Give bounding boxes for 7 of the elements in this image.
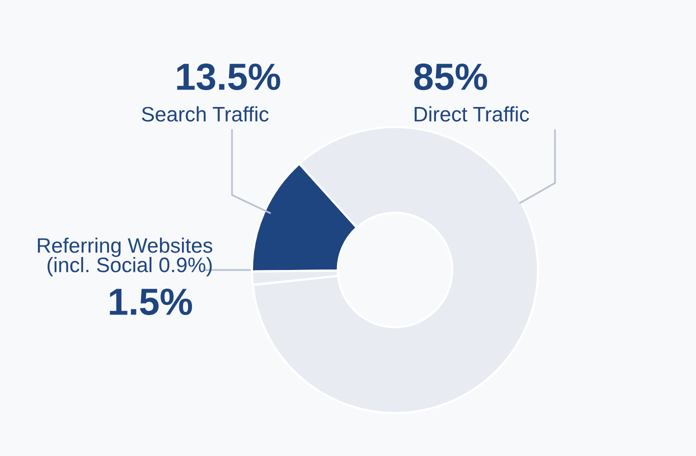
- slice-label: Referring Websites (incl. Social 0.9%): [38, 238, 212, 276]
- donut-slice: [252, 126, 540, 414]
- slice-label: Direct Traffic: [414, 106, 529, 122]
- data-label: 85%: [414, 64, 488, 90]
- slice-label: Search Traffic: [142, 106, 269, 122]
- data-label: 1.5%: [110, 288, 192, 316]
- data-label: 13.5%: [177, 64, 280, 90]
